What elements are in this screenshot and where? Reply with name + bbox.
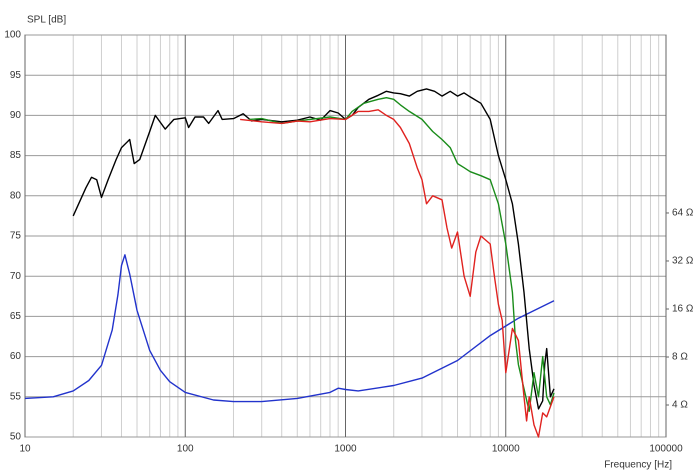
y-tick-label: 85 xyxy=(10,150,22,161)
y-tick-label: 90 xyxy=(10,110,22,121)
y2-tick-label: 16 Ω xyxy=(672,304,694,315)
y-tick-label: 65 xyxy=(10,311,22,322)
x-tick-label: 100 xyxy=(177,444,194,455)
y-tick-label: 100 xyxy=(4,30,21,41)
series-line xyxy=(24,254,555,403)
x-tick-label: 10000 xyxy=(492,444,520,455)
y2-tick-label: 4 Ω xyxy=(672,400,688,411)
y-tick-label: 50 xyxy=(10,432,22,443)
y-tick-label: 55 xyxy=(10,391,22,402)
x-tick-label: 100000 xyxy=(649,444,683,455)
y2-tick-label: 8 Ω xyxy=(672,352,688,363)
y-tick-label: 95 xyxy=(10,70,22,81)
y-tick-label: 70 xyxy=(10,271,22,282)
x-axis-label: Frequency [Hz] xyxy=(604,460,672,471)
series-line xyxy=(72,88,555,410)
x-tick-label: 10 xyxy=(19,444,31,455)
y2-tick-label: 32 Ω xyxy=(672,256,694,267)
y-axis-label: SPL [dB] xyxy=(27,15,66,26)
y-tick-label: 80 xyxy=(10,190,22,201)
y2-tick-label: 64 Ω xyxy=(672,208,694,219)
y-tick-label: 75 xyxy=(10,231,22,242)
x-tick-label: 1000 xyxy=(334,444,357,455)
series-line xyxy=(240,109,555,438)
y-tick-label: 60 xyxy=(10,351,22,362)
